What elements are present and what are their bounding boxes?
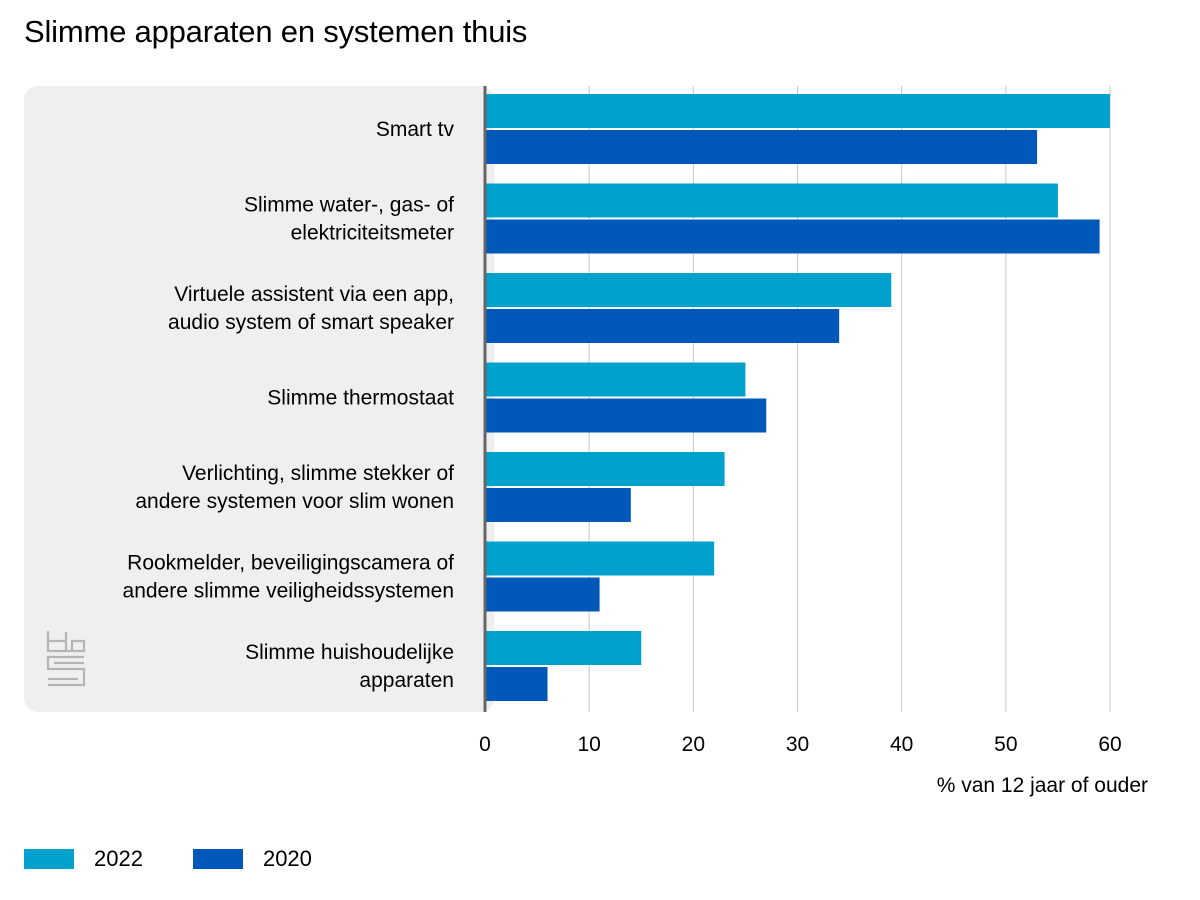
legend: 2022 2020 bbox=[24, 846, 362, 872]
bar-2020-3[interactable] bbox=[485, 398, 767, 433]
x-tick-labels: 0 10 20 30 40 50 60 bbox=[479, 733, 1122, 756]
chart-title: Slimme apparaten en systemen thuis bbox=[24, 14, 528, 49]
category-label-line: apparaten bbox=[359, 669, 454, 692]
x-axis-label: % van 12 jaar of ouder bbox=[937, 774, 1148, 797]
legend-label-2022: 2022 bbox=[94, 846, 143, 871]
bar-2022-6[interactable] bbox=[485, 631, 642, 665]
bar-2020-1[interactable] bbox=[485, 219, 1100, 254]
category-label-line: elektriciteitsmeter bbox=[291, 222, 454, 245]
category-label-line: Virtuele assistent via een app, bbox=[174, 283, 454, 306]
x-tick-label: 20 bbox=[682, 733, 705, 756]
x-tick-label: 50 bbox=[994, 733, 1017, 756]
legend-swatch-2022 bbox=[24, 849, 74, 869]
x-tick-label: 40 bbox=[890, 733, 913, 756]
category-label: Verlichting, slimme stekker of andere sys… bbox=[135, 462, 454, 513]
category-label: Rookmelder, beveiligingscamera of andere … bbox=[123, 552, 455, 603]
category-label-line: Slimme water-, gas- of bbox=[244, 194, 454, 217]
bar-2020-5[interactable] bbox=[485, 577, 600, 612]
legend-label-2020: 2020 bbox=[262, 846, 312, 871]
cbs-logo-icon bbox=[46, 631, 86, 687]
category-label: Slimme thermostaat bbox=[267, 387, 454, 410]
category-label: Slimme huishoudelijke apparaten bbox=[245, 641, 454, 692]
bar-2022-3[interactable] bbox=[485, 362, 746, 397]
category-labels: Smart tv Slimme water-, gas- of elektricit… bbox=[123, 118, 455, 692]
bar-2022-0[interactable] bbox=[485, 94, 1110, 128]
category-label-line: Slimme huishoudelijke bbox=[245, 641, 454, 664]
legend-item-2022[interactable]: 2022 bbox=[24, 846, 143, 872]
bars bbox=[485, 94, 1110, 701]
category-label-line: Smart tv bbox=[376, 118, 455, 141]
legend-swatch-2020 bbox=[192, 849, 243, 869]
bar-2022-2[interactable] bbox=[485, 273, 892, 307]
bar-2022-4[interactable] bbox=[485, 452, 725, 486]
legend-item-2020[interactable]: 2020 bbox=[192, 846, 312, 872]
x-tick-label: 30 bbox=[786, 733, 809, 756]
category-label: Virtuele assistent via een app, audio sys… bbox=[168, 283, 454, 334]
bar-2022-5[interactable] bbox=[485, 541, 715, 576]
category-label: Slimme water-, gas- of elektriciteitsmete… bbox=[244, 194, 454, 245]
bar-2020-4[interactable] bbox=[485, 488, 631, 522]
category-label-line: andere slimme veiligheidssystemen bbox=[123, 580, 454, 603]
x-tick-label: 10 bbox=[577, 733, 600, 756]
category-label-line: andere systemen voor slim wonen bbox=[135, 490, 454, 513]
category-label: Smart tv bbox=[376, 118, 455, 141]
category-label-line: Verlichting, slimme stekker of bbox=[182, 462, 454, 485]
bar-2020-0[interactable] bbox=[485, 130, 1038, 164]
bar-2020-2[interactable] bbox=[485, 309, 840, 343]
bar-2022-1[interactable] bbox=[485, 183, 1058, 218]
category-label-line: Rookmelder, beveiligingscamera of bbox=[127, 552, 454, 575]
label-panel bbox=[24, 86, 494, 712]
category-label-line: Slimme thermostaat bbox=[267, 387, 454, 410]
category-label-line: audio system of smart speaker bbox=[168, 311, 454, 334]
x-tick-label: 60 bbox=[1098, 733, 1121, 756]
x-tick-label: 0 bbox=[479, 733, 491, 756]
bar-2020-6[interactable] bbox=[485, 667, 548, 701]
